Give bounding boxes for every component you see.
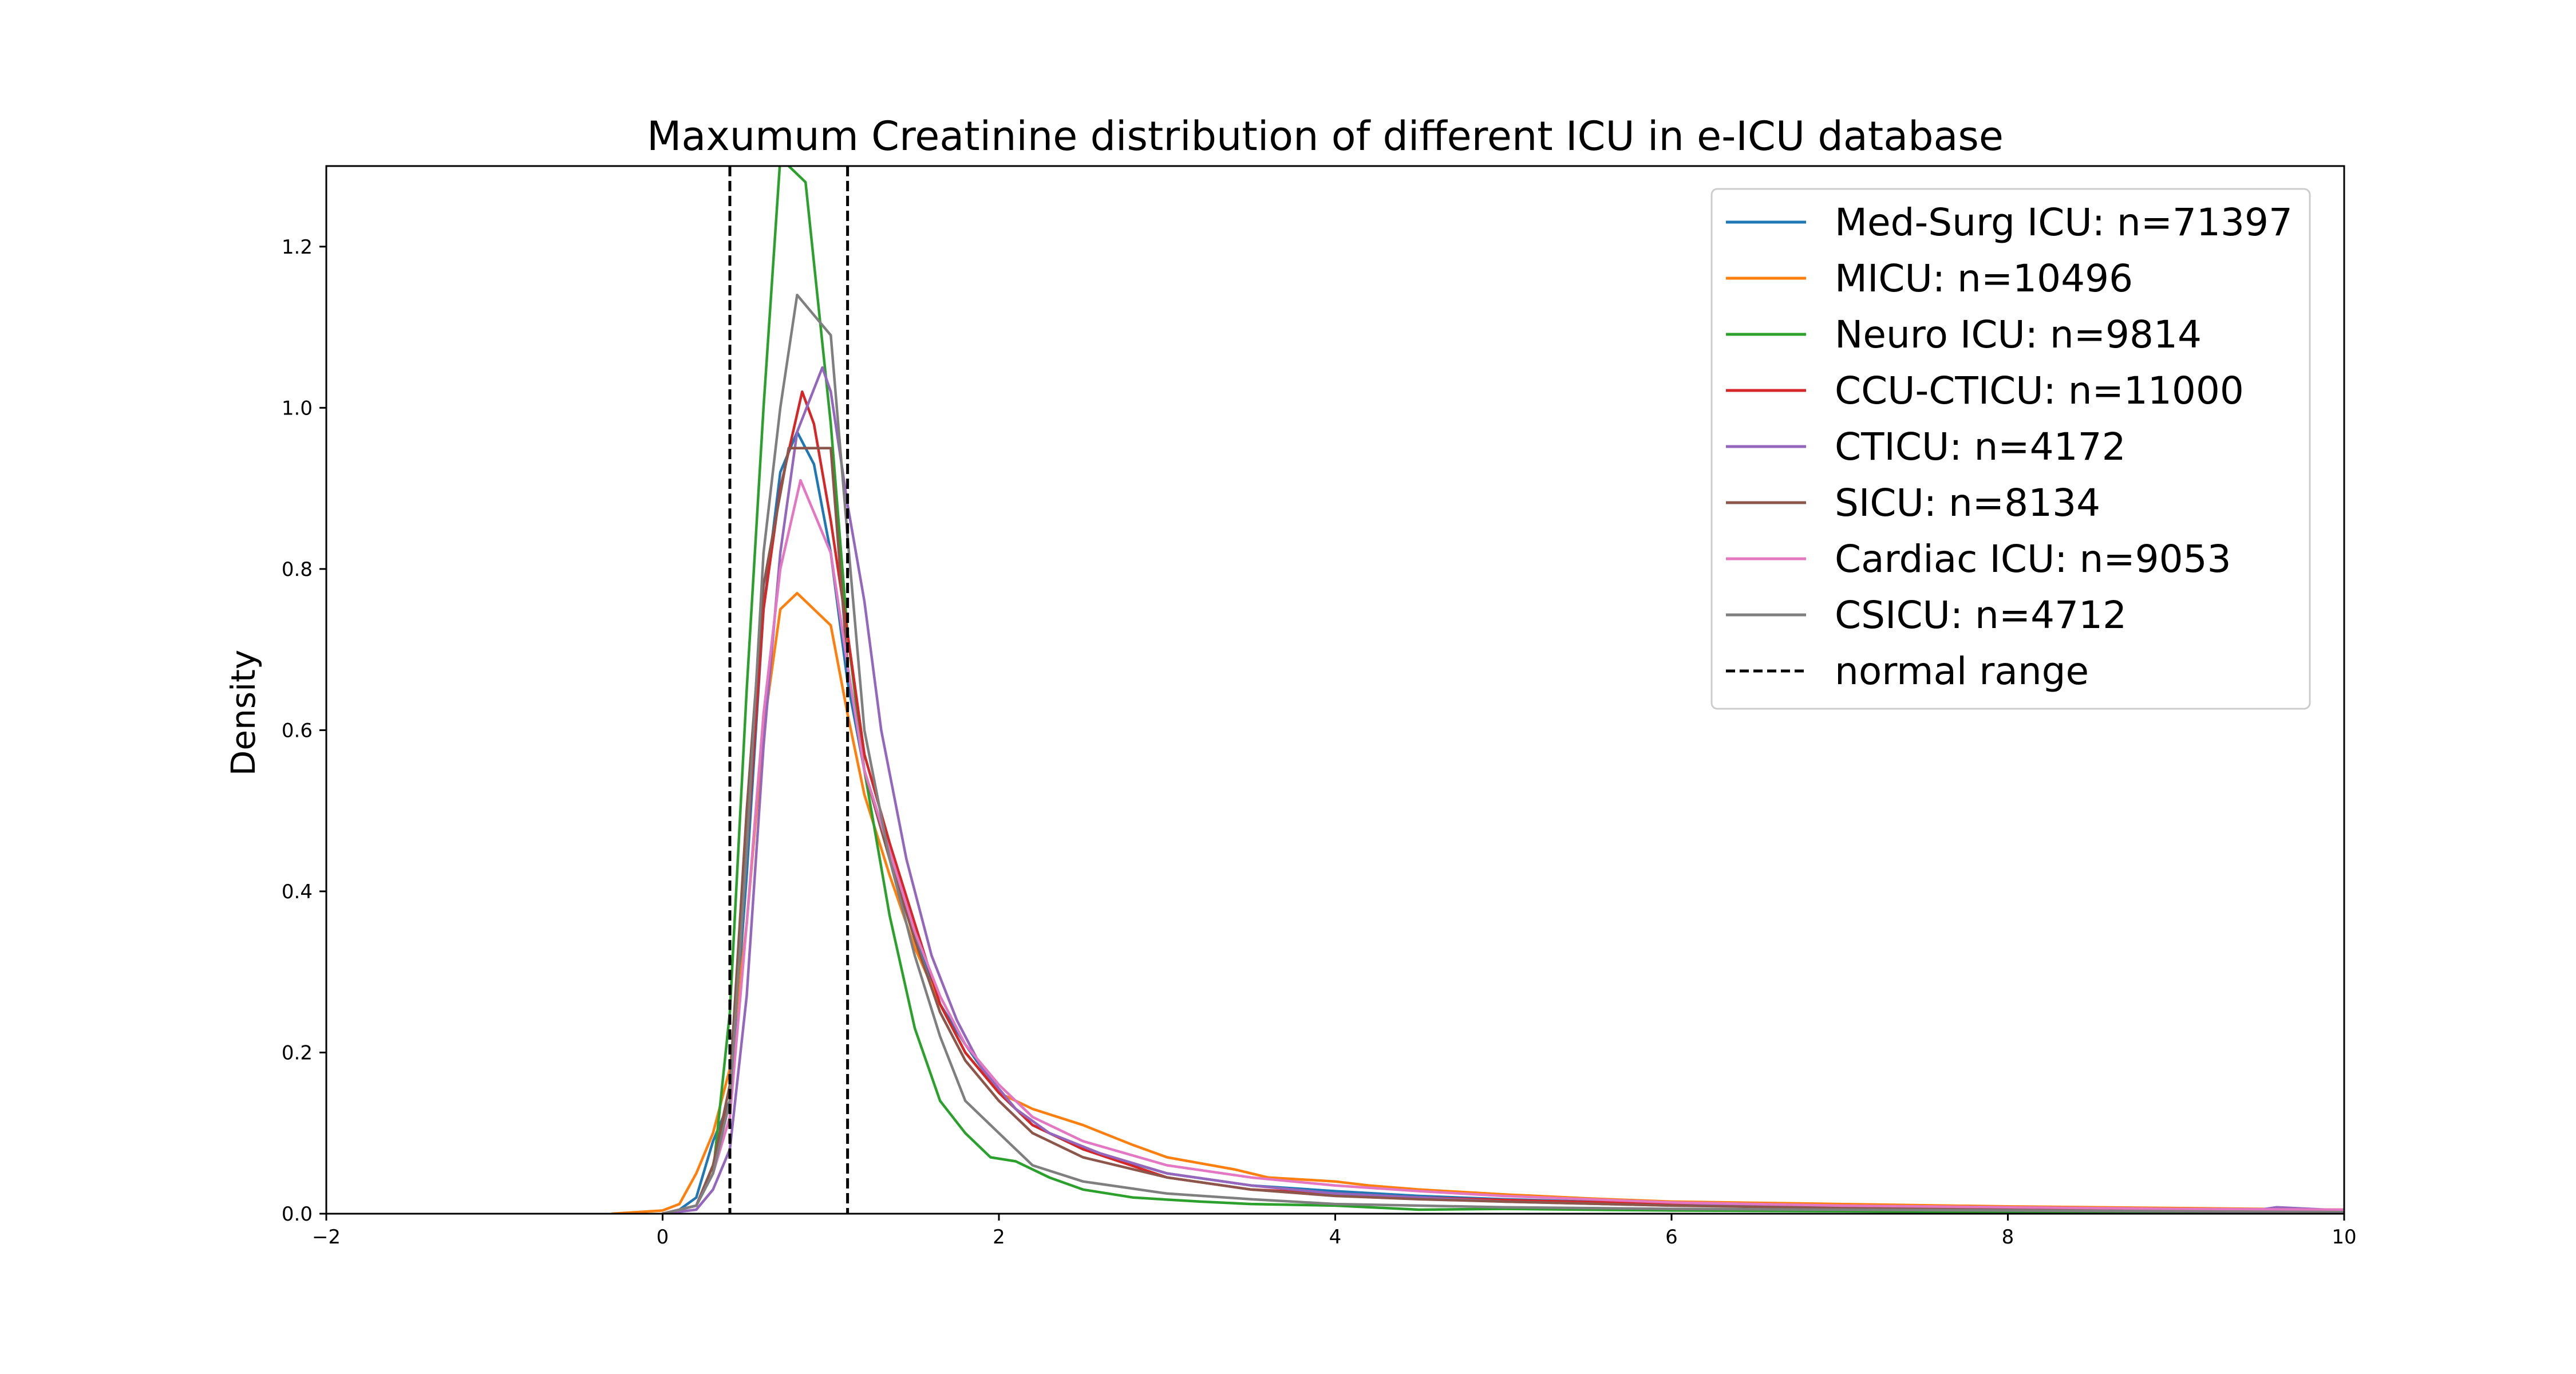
x-tick-label: 4	[1329, 1226, 1342, 1249]
legend-label: Cardiac ICU: n=9053	[1835, 537, 2231, 581]
y-tick-label: 0.8	[282, 558, 313, 581]
legend-label: normal range	[1835, 649, 2089, 693]
series-line-4	[661, 390, 2344, 1214]
x-tick-label: −2	[312, 1226, 341, 1249]
legend-label: CCU-CTICU: n=11000	[1835, 369, 2244, 413]
legend-label: CSICU: n=4712	[1835, 593, 2127, 637]
series-line-7	[661, 479, 2344, 1214]
y-axis-label: Density	[224, 650, 263, 776]
legend: Med-Surg ICU: n=71397 MICU: n=10496 Neuro …	[1710, 188, 2311, 710]
axis-ticks: −2 0 2 4 6 8 10 0.0 0.2 0.4 0.6 0.8 1.0 1.2	[282, 236, 2357, 1249]
series-line-8	[661, 293, 2344, 1214]
legend-label: Med-Surg ICU: n=71397	[1835, 200, 2293, 244]
y-tick-label: 0.6	[282, 719, 313, 742]
x-tick-label: 10	[2332, 1226, 2356, 1249]
series-line-3	[661, 166, 2344, 1214]
x-tick-label: 2	[993, 1226, 1005, 1249]
chart-title: Maxumum Creatinine distribution of diffe…	[647, 113, 2004, 160]
y-tick-label: 0.2	[282, 1041, 313, 1064]
legend-label: CTICU: n=4172	[1835, 425, 2126, 469]
legend-label: MICU: n=10496	[1835, 256, 2133, 301]
x-tick-label: 8	[2002, 1226, 2014, 1249]
y-tick-label: 1.0	[282, 397, 313, 420]
y-tick-label: 1.2	[282, 236, 313, 259]
legend-label: Neuro ICU: n=9814	[1835, 313, 2202, 357]
y-tick-label: 0.4	[282, 881, 313, 903]
x-tick-label: 6	[1665, 1226, 1678, 1249]
legend-frame	[1710, 188, 2311, 710]
plot-area	[611, 166, 2344, 1214]
y-tick-label: 0.0	[282, 1203, 313, 1226]
x-tick-label: 0	[657, 1226, 669, 1249]
legend-label: SICU: n=8134	[1835, 481, 2100, 525]
